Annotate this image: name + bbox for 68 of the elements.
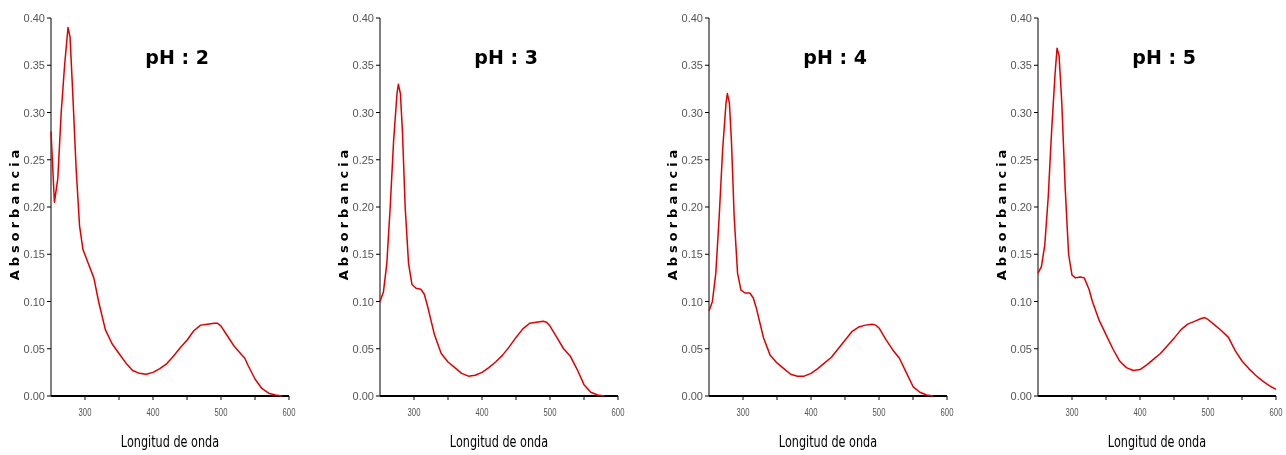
x-tick-label: 500 bbox=[543, 405, 557, 419]
x-axis-title: Longitud de onda bbox=[449, 433, 549, 451]
x-axis-title: Longitud de onda bbox=[778, 433, 878, 451]
y-tick-label: 0.40 bbox=[1010, 12, 1032, 24]
y-tick-label: 0.30 bbox=[1010, 106, 1032, 119]
y-tick-label: 0.05 bbox=[23, 342, 45, 355]
x-tick-label: 500 bbox=[872, 405, 886, 419]
x-tick-label: 600 bbox=[940, 405, 954, 419]
y-tick-label: 0.05 bbox=[681, 342, 703, 355]
y-tick-label: 0.35 bbox=[352, 59, 374, 72]
x-tick-label: 600 bbox=[282, 405, 296, 419]
x-tick-label: 300 bbox=[407, 405, 421, 419]
y-tick-label: 0.00 bbox=[681, 390, 703, 402]
x-axis-title: Longitud de onda bbox=[120, 433, 220, 451]
y-tick-label: 0.00 bbox=[352, 390, 374, 402]
x-tick-label: 300 bbox=[78, 405, 92, 419]
y-tick-label: 0.15 bbox=[1010, 248, 1032, 261]
x-axis-title: Longitud de onda bbox=[1107, 433, 1207, 451]
y-axis-title: Absorbancia bbox=[665, 145, 680, 281]
x-tick-label: 400 bbox=[146, 405, 160, 419]
y-tick-label: 0.30 bbox=[23, 106, 45, 119]
text: pH : 4 bbox=[803, 46, 867, 68]
y-tick-label: 0.10 bbox=[352, 295, 374, 308]
y-tick-label: 0.05 bbox=[1010, 342, 1032, 355]
y-tick-label: 0.35 bbox=[681, 59, 703, 72]
y-tick-label: 0.10 bbox=[23, 295, 45, 308]
x-tick-label: 400 bbox=[475, 405, 489, 419]
x-tick-label: 300 bbox=[1065, 405, 1079, 419]
y-tick-label: 0.30 bbox=[352, 106, 374, 119]
y-axis-title: Absorbancia bbox=[994, 145, 1009, 281]
text: pH : 2 bbox=[145, 46, 209, 68]
line-series bbox=[50, 26, 283, 397]
y-tick-label: 0.15 bbox=[352, 248, 374, 261]
y-tick-label: 0.25 bbox=[681, 153, 703, 166]
x-tick-label: 600 bbox=[1269, 405, 1283, 419]
y-tick-label: 0.15 bbox=[681, 248, 703, 261]
y-axis-title: Absorbancia bbox=[336, 145, 351, 281]
y-tick-label: 0.25 bbox=[1010, 153, 1032, 166]
y-tick-label: 0.15 bbox=[23, 248, 45, 261]
text: pH : 5 bbox=[1132, 46, 1196, 68]
y-tick-label: 0.10 bbox=[681, 295, 703, 308]
y-tick-label: 0.20 bbox=[681, 201, 703, 213]
y-tick-label: 0.40 bbox=[352, 12, 374, 24]
y-tick-label: 0.35 bbox=[1010, 59, 1032, 72]
x-tick-label: 500 bbox=[1201, 405, 1215, 419]
line-series bbox=[1037, 47, 1277, 391]
y-tick-label: 0.40 bbox=[23, 12, 45, 24]
y-tick-label: 0.05 bbox=[352, 342, 374, 355]
y-tick-label: 0.00 bbox=[1010, 390, 1032, 402]
y-tick-label: 0.20 bbox=[352, 201, 374, 213]
x-tick-label: 400 bbox=[1133, 405, 1147, 419]
y-tick-label: 0.35 bbox=[23, 59, 45, 72]
y-tick-label: 0.20 bbox=[1010, 201, 1032, 213]
y-tick-label: 0.00 bbox=[23, 390, 45, 402]
y-axis-title: Absorbancia bbox=[7, 145, 22, 281]
x-tick-label: 500 bbox=[214, 405, 228, 419]
line-series bbox=[708, 92, 935, 397]
x-tick-label: 600 bbox=[611, 405, 625, 419]
y-tick-label: 0.20 bbox=[23, 201, 45, 213]
y-tick-label: 0.40 bbox=[681, 12, 703, 24]
y-tick-label: 0.10 bbox=[1010, 295, 1032, 308]
y-tick-label: 0.25 bbox=[23, 153, 45, 166]
text: pH : 3 bbox=[474, 46, 538, 68]
line-series bbox=[379, 83, 606, 397]
y-tick-label: 0.25 bbox=[352, 153, 374, 166]
y-tick-label: 0.30 bbox=[681, 106, 703, 119]
x-tick-label: 300 bbox=[736, 405, 750, 419]
x-tick-label: 400 bbox=[804, 405, 818, 419]
